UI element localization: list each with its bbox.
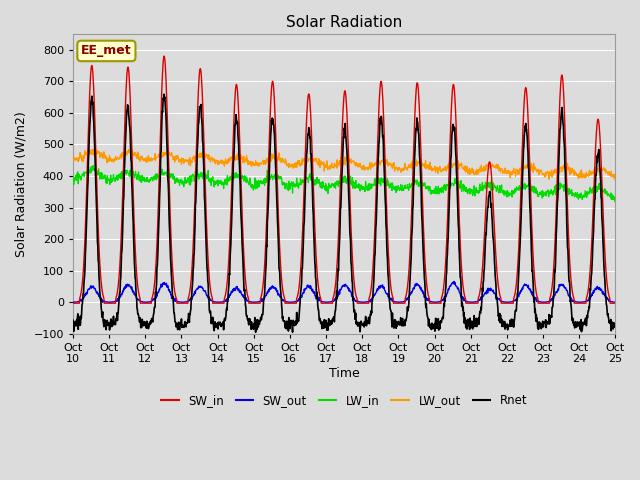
Y-axis label: Solar Radiation (W/m2): Solar Radiation (W/m2) (15, 111, 28, 257)
X-axis label: Time: Time (329, 367, 360, 380)
Text: EE_met: EE_met (81, 45, 132, 58)
Legend: SW_in, SW_out, LW_in, LW_out, Rnet: SW_in, SW_out, LW_in, LW_out, Rnet (156, 389, 532, 412)
Title: Solar Radiation: Solar Radiation (286, 15, 403, 30)
